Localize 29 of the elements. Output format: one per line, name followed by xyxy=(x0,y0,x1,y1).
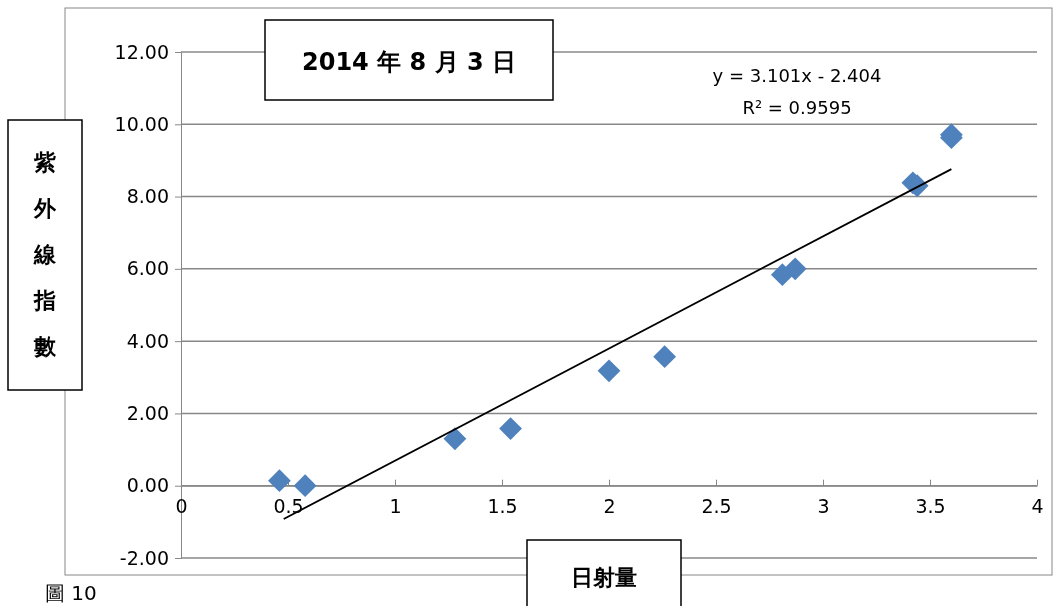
y-tick-label: 2.00 xyxy=(126,402,169,425)
x-tick-label: 3 xyxy=(817,495,830,518)
x-tick-label: 3.5 xyxy=(915,495,946,518)
point xyxy=(597,359,621,383)
point xyxy=(783,257,807,281)
y-tick-label: 12.00 xyxy=(114,40,169,63)
x-tick-label: 0 xyxy=(175,495,188,518)
annotation: y = 3.101x - 2.404 xyxy=(712,65,882,86)
x-tick-label: 1 xyxy=(389,495,402,518)
x-tick-label: 1.5 xyxy=(487,495,518,518)
x-axis-title: 日射量 xyxy=(571,565,637,590)
caption: 圖 10 xyxy=(45,581,97,605)
x-tick-label: 2.5 xyxy=(701,495,732,518)
y-axis-title: 紫外線指數 xyxy=(33,150,57,359)
point xyxy=(268,469,291,493)
y-tick-label: 4.00 xyxy=(126,329,169,352)
y-tick-label: 8.00 xyxy=(126,185,169,208)
point xyxy=(653,345,677,369)
y-tick-label: 10.00 xyxy=(114,112,169,135)
point xyxy=(293,474,317,498)
chart-title: 2014 年 8 月 3 日 xyxy=(302,48,516,76)
y-tick-label: 0.00 xyxy=(126,474,169,497)
x-tick-label: 2 xyxy=(603,495,616,518)
annotation: R² = 0.9595 xyxy=(742,97,852,118)
point xyxy=(443,427,467,451)
x-tick-label: 4 xyxy=(1031,495,1044,518)
y-tick-label: -2.00 xyxy=(119,546,169,569)
point xyxy=(499,417,522,441)
y-tick-label: 6.00 xyxy=(126,257,169,280)
